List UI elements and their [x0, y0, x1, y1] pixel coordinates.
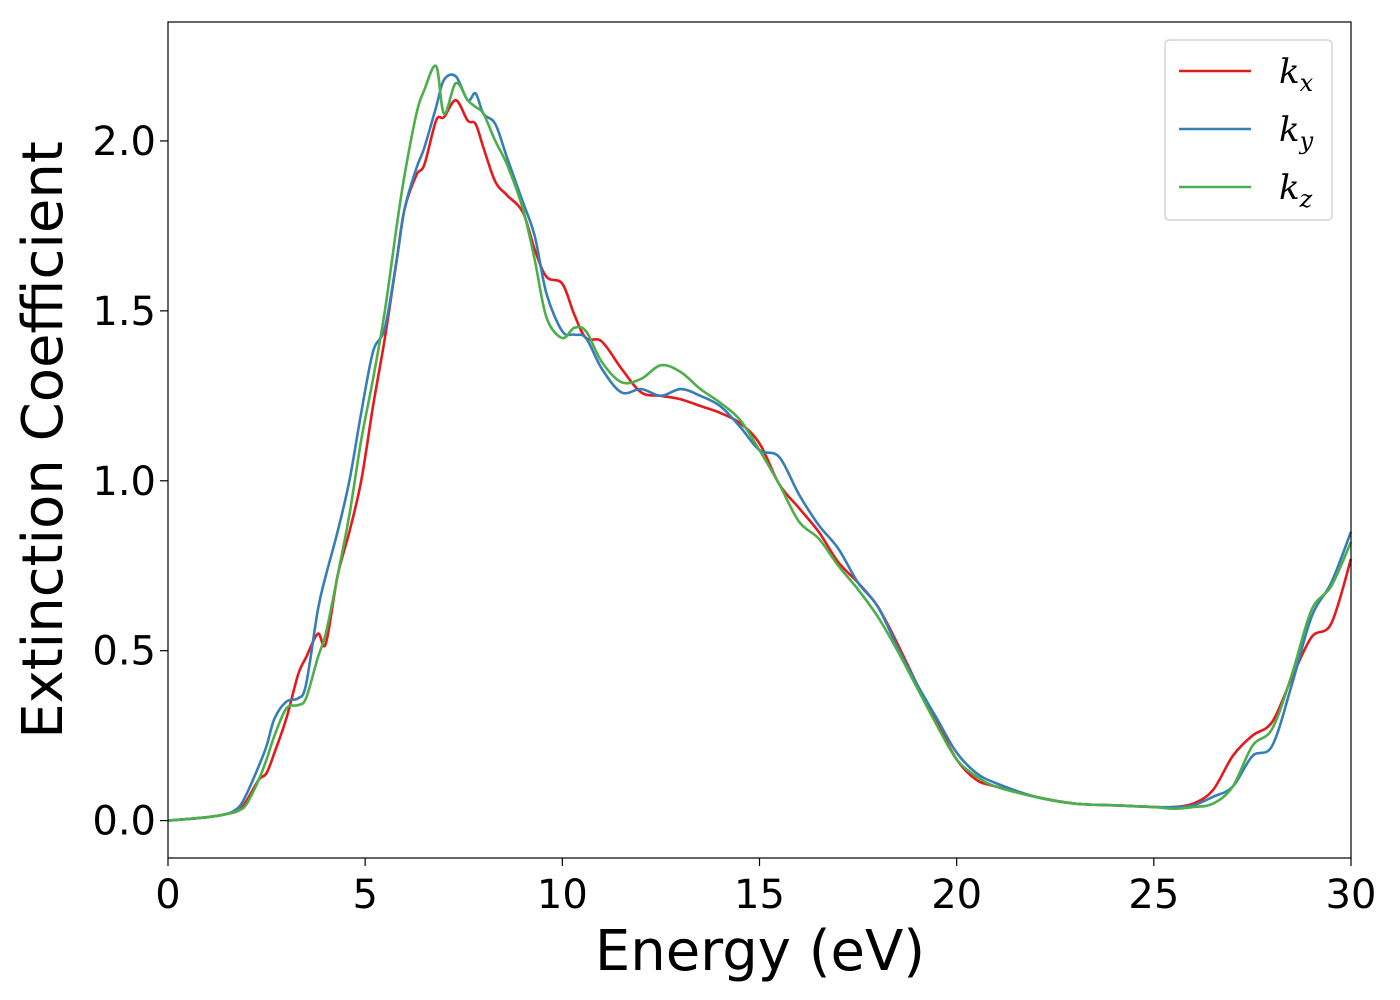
x-tick-label: 10 [537, 872, 588, 918]
x-axis-label: Energy (eV) [595, 919, 925, 984]
legend-subscript-ky: y [1299, 127, 1314, 155]
y-tick-label: 1.5 [92, 289, 156, 335]
x-tick-label: 15 [734, 872, 785, 918]
y-axis-ticks: 0.0 0.5 1.0 1.5 2.0 [92, 119, 168, 845]
y-tick-label: 0.5 [92, 629, 156, 675]
series-lines [167, 64, 1353, 822]
x-tick-label: 20 [931, 872, 982, 918]
y-tick-label: 1.0 [92, 459, 156, 505]
legend-subscript-kx: x [1300, 69, 1314, 97]
legend-label-kx: kx [1279, 52, 1314, 97]
x-tick-label: 5 [352, 872, 377, 918]
series-line-kz [167, 64, 1353, 822]
legend-label-ky: ky [1279, 110, 1314, 155]
x-tick-label: 30 [1326, 872, 1377, 918]
x-tick-label: 0 [155, 872, 180, 918]
x-tick-label: 25 [1128, 872, 1179, 918]
y-tick-label: 0.0 [92, 799, 156, 845]
x-axis-ticks: 0 5 10 15 20 25 30 [155, 858, 1376, 918]
y-axis-label: Extinction Coefficient [11, 141, 76, 739]
legend-subscript-kz: z [1299, 185, 1313, 213]
y-tick-label: 2.0 [92, 119, 156, 165]
